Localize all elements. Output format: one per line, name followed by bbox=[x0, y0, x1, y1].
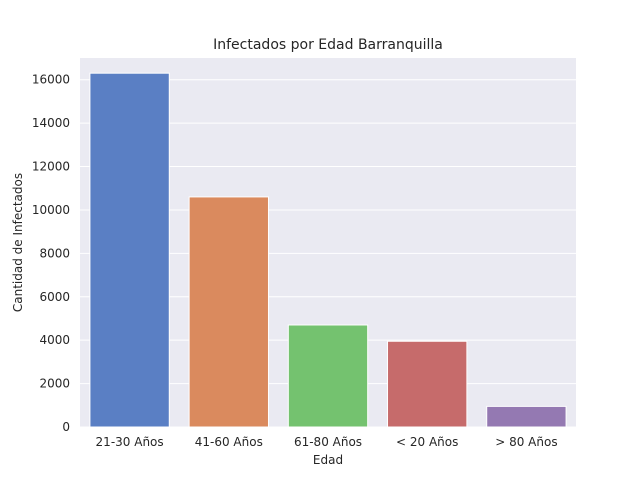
y-tick-label: 2000 bbox=[39, 377, 70, 391]
bar bbox=[89, 72, 170, 428]
chart-title: Infectados por Edad Barranquilla bbox=[213, 37, 443, 53]
y-tick-label: 8000 bbox=[39, 246, 70, 260]
y-axis-ticks: 0 2000 4000 6000 8000 10000 12000 14000 16000 bbox=[32, 73, 70, 434]
x-tick-label: > 80 Años bbox=[495, 435, 557, 449]
bar bbox=[486, 405, 567, 428]
y-tick-label: 12000 bbox=[32, 160, 70, 174]
y-tick-label: 10000 bbox=[32, 203, 70, 217]
bar bbox=[387, 340, 468, 428]
y-tick-label: 6000 bbox=[39, 290, 70, 304]
x-tick-label: 61-80 Años bbox=[294, 435, 362, 449]
y-tick-label: 0 bbox=[62, 420, 70, 434]
x-tick-label: < 20 Años bbox=[396, 435, 458, 449]
y-tick-label: 14000 bbox=[32, 116, 70, 130]
x-axis-ticks: 21-30 Años 41-60 Años 61-80 Años < 20 Años >… bbox=[96, 435, 558, 449]
x-tick-label: 21-30 Años bbox=[96, 435, 164, 449]
bar bbox=[287, 324, 369, 428]
x-tick-label: 41-60 Años bbox=[195, 435, 263, 449]
y-tick-label: 16000 bbox=[32, 73, 70, 87]
x-axis-label: Edad bbox=[313, 453, 343, 467]
y-tick-label: 4000 bbox=[39, 333, 70, 347]
bar bbox=[188, 196, 269, 428]
y-axis-label: Cantidad de Infectados bbox=[11, 173, 25, 312]
bars bbox=[89, 72, 567, 428]
